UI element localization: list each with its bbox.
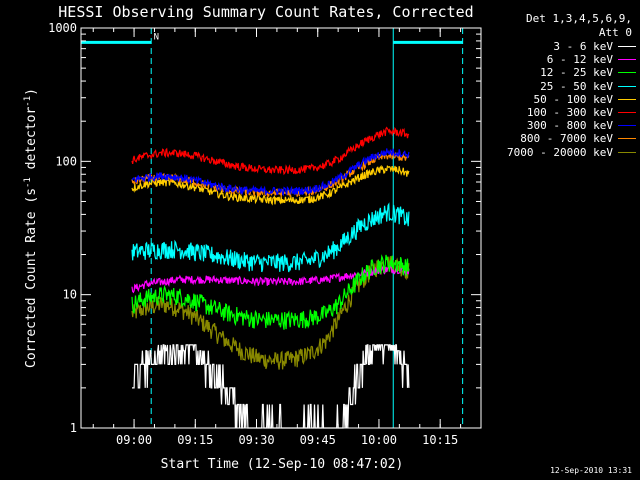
- legend-entry: 6 - 12 keV: [478, 53, 636, 66]
- legend-swatch: [618, 46, 636, 48]
- x-axis-label: Start Time (12-Sep-10 08:47:02): [161, 457, 404, 472]
- legend-entry-label: 100 - 300 keV: [526, 106, 613, 120]
- annotation-0: N: [154, 32, 159, 42]
- series-50-100keV-line: [131, 164, 410, 206]
- y-axis-label-sup2: -1: [23, 96, 33, 107]
- legend-swatch: [618, 85, 636, 87]
- series-100-300keV-line: [131, 126, 410, 176]
- legend-swatch: [618, 112, 636, 114]
- legend-swatch: [618, 72, 636, 74]
- x-tick-label-5: 10:15: [422, 433, 458, 447]
- y-tick-label-0: 1: [70, 421, 77, 435]
- legend-swatch: [618, 151, 636, 153]
- series-25-50keV-line: [131, 202, 410, 273]
- legend-swatch: [618, 98, 636, 100]
- legend-entry: 3 - 6 keV: [478, 40, 636, 53]
- y-tick-label-2: 100: [55, 154, 77, 168]
- y-tick-label-1: 10: [63, 288, 77, 302]
- y-axis-label: Corrected Count Rate (s-1 detector-1): [23, 88, 39, 368]
- legend-swatch: [618, 59, 636, 61]
- series-300-800keV-line: [131, 148, 410, 197]
- x-tick-label-2: 09:30: [238, 433, 274, 447]
- y-axis-label-end: ): [24, 88, 39, 96]
- legend-entry-label: 12 - 25 keV: [540, 66, 613, 80]
- legend-entry: 100 - 300 keV: [478, 106, 636, 119]
- legend-entries: 3 - 6 keV 6 - 12 keV 12 - 25 keV 25 - 50 ke…: [478, 40, 636, 159]
- legend-entry-label: 50 - 100 keV: [533, 92, 613, 106]
- y-axis-label-mid: detector: [24, 107, 39, 178]
- legend-entry: 300 - 800 keV: [478, 119, 636, 132]
- x-tick-label-1: 09:15: [177, 433, 213, 447]
- legend-entry-label: 300 - 800 keV: [526, 119, 613, 133]
- y-axis-label-main: Corrected Count Rate (s: [24, 188, 39, 368]
- legend-entry: 25 - 50 keV: [478, 80, 636, 93]
- series-12-25keV-line: [131, 254, 410, 330]
- legend-entry-label: 3 - 6 keV: [553, 40, 613, 54]
- legend-entry-label: 7000 - 20000 keV: [507, 145, 613, 159]
- y-axis-label-sup1: -1: [23, 177, 33, 188]
- legend-entry: 50 - 100 keV: [478, 93, 636, 106]
- series-group: [131, 126, 410, 429]
- axes: 09:00 09:15 09:30 09:45 10:00 10:15 1 10 100 1000: [48, 21, 482, 447]
- legend-entry-label: 25 - 50 keV: [540, 79, 613, 93]
- plot-frame: [80, 27, 482, 429]
- legend: Det 1,3,4,5,6,9, Att 0 3 - 6 keV 6 - 12 k…: [478, 12, 636, 159]
- legend-entry: 800 - 7000 keV: [478, 132, 636, 145]
- x-tick-label-3: 09:45: [300, 433, 336, 447]
- x-tick-label-0: 09:00: [116, 433, 152, 447]
- legend-swatch: [618, 138, 636, 140]
- render-timestamp: 12-Sep-2010 13:31: [550, 466, 632, 475]
- x-tick-label-4: 10:00: [361, 433, 397, 447]
- legend-entry: 7000 - 20000 keV: [478, 146, 636, 159]
- chart-title: HESSI Observing Summary Count Rates, Cor…: [58, 3, 473, 21]
- y-tick-label-3: 1000: [48, 21, 77, 35]
- legend-entry-label: 6 - 12 keV: [546, 53, 613, 67]
- legend-swatch: [618, 125, 636, 127]
- legend-entry: 12 - 25 keV: [478, 66, 636, 79]
- legend-entry-label: 800 - 7000 keV: [520, 132, 613, 146]
- legend-detectors: Det 1,3,4,5,6,9,: [526, 12, 632, 25]
- legend-attenuator: Att 0: [598, 26, 632, 39]
